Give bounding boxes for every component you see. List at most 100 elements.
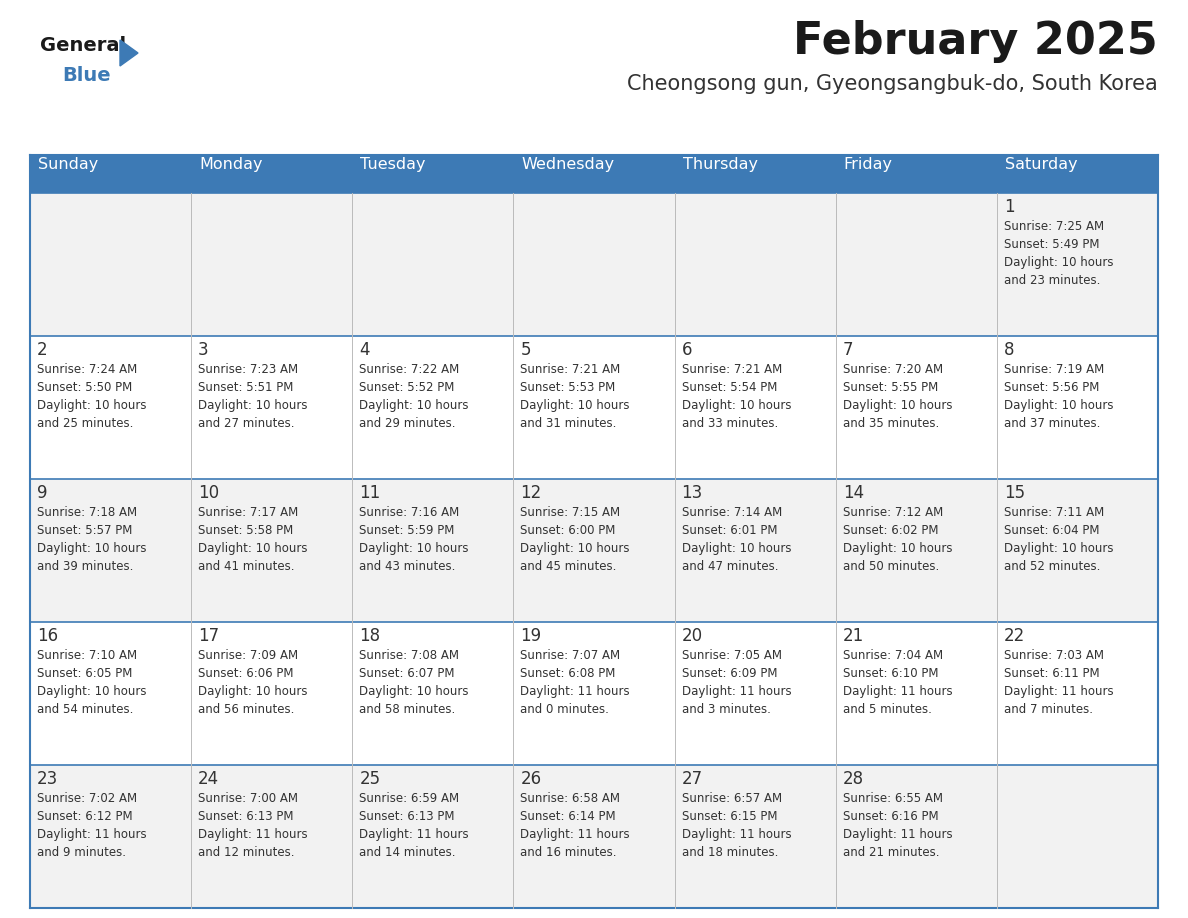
Text: 9: 9 xyxy=(37,484,48,502)
Text: and 54 minutes.: and 54 minutes. xyxy=(37,703,133,716)
Text: 11: 11 xyxy=(359,484,380,502)
Text: Wednesday: Wednesday xyxy=(522,157,614,172)
Text: Sunset: 6:01 PM: Sunset: 6:01 PM xyxy=(682,524,777,537)
Text: and 3 minutes.: and 3 minutes. xyxy=(682,703,771,716)
Text: and 56 minutes.: and 56 minutes. xyxy=(198,703,295,716)
Text: and 12 minutes.: and 12 minutes. xyxy=(198,846,295,859)
Text: Sunrise: 7:04 AM: Sunrise: 7:04 AM xyxy=(842,649,943,662)
Text: and 41 minutes.: and 41 minutes. xyxy=(198,560,295,573)
Text: 19: 19 xyxy=(520,627,542,645)
Text: Daylight: 10 hours: Daylight: 10 hours xyxy=(198,685,308,698)
Text: and 58 minutes.: and 58 minutes. xyxy=(359,703,455,716)
Text: Daylight: 11 hours: Daylight: 11 hours xyxy=(842,685,953,698)
Text: Sunset: 5:59 PM: Sunset: 5:59 PM xyxy=(359,524,455,537)
Text: Sunset: 6:13 PM: Sunset: 6:13 PM xyxy=(198,810,293,823)
Text: and 23 minutes.: and 23 minutes. xyxy=(1004,274,1100,287)
Text: 10: 10 xyxy=(198,484,220,502)
Text: Saturday: Saturday xyxy=(1005,157,1078,172)
Text: Daylight: 10 hours: Daylight: 10 hours xyxy=(359,542,469,555)
Text: 24: 24 xyxy=(198,770,220,788)
Text: Sunset: 6:13 PM: Sunset: 6:13 PM xyxy=(359,810,455,823)
Text: Sunrise: 7:22 AM: Sunrise: 7:22 AM xyxy=(359,363,460,376)
Text: Sunset: 6:08 PM: Sunset: 6:08 PM xyxy=(520,667,615,680)
Text: Sunset: 6:11 PM: Sunset: 6:11 PM xyxy=(1004,667,1099,680)
Text: Sunset: 5:52 PM: Sunset: 5:52 PM xyxy=(359,381,455,394)
Text: and 39 minutes.: and 39 minutes. xyxy=(37,560,133,573)
Text: and 21 minutes.: and 21 minutes. xyxy=(842,846,940,859)
Text: Sunrise: 7:18 AM: Sunrise: 7:18 AM xyxy=(37,506,137,519)
Text: Sunrise: 7:21 AM: Sunrise: 7:21 AM xyxy=(520,363,620,376)
Text: Sunrise: 7:03 AM: Sunrise: 7:03 AM xyxy=(1004,649,1104,662)
Text: Sunset: 6:15 PM: Sunset: 6:15 PM xyxy=(682,810,777,823)
Text: February 2025: February 2025 xyxy=(794,20,1158,63)
Text: and 52 minutes.: and 52 minutes. xyxy=(1004,560,1100,573)
Text: Daylight: 10 hours: Daylight: 10 hours xyxy=(682,399,791,412)
Text: Sunrise: 7:19 AM: Sunrise: 7:19 AM xyxy=(1004,363,1104,376)
Text: Sunrise: 6:59 AM: Sunrise: 6:59 AM xyxy=(359,792,460,805)
Text: Sunset: 5:51 PM: Sunset: 5:51 PM xyxy=(198,381,293,394)
Text: Monday: Monday xyxy=(200,157,263,172)
Text: 23: 23 xyxy=(37,770,58,788)
Text: 13: 13 xyxy=(682,484,703,502)
Text: Sunrise: 6:57 AM: Sunrise: 6:57 AM xyxy=(682,792,782,805)
Text: 28: 28 xyxy=(842,770,864,788)
Text: Daylight: 11 hours: Daylight: 11 hours xyxy=(1004,685,1113,698)
Text: and 29 minutes.: and 29 minutes. xyxy=(359,417,456,430)
Text: Sunset: 6:07 PM: Sunset: 6:07 PM xyxy=(359,667,455,680)
Text: Daylight: 11 hours: Daylight: 11 hours xyxy=(520,828,630,841)
Text: Daylight: 11 hours: Daylight: 11 hours xyxy=(842,828,953,841)
Text: Sunset: 6:09 PM: Sunset: 6:09 PM xyxy=(682,667,777,680)
Text: Blue: Blue xyxy=(62,66,110,85)
Text: and 27 minutes.: and 27 minutes. xyxy=(198,417,295,430)
Text: Sunset: 5:58 PM: Sunset: 5:58 PM xyxy=(198,524,293,537)
Text: 2: 2 xyxy=(37,341,48,359)
Text: Daylight: 11 hours: Daylight: 11 hours xyxy=(198,828,308,841)
Text: Sunrise: 6:58 AM: Sunrise: 6:58 AM xyxy=(520,792,620,805)
Text: Sunrise: 7:16 AM: Sunrise: 7:16 AM xyxy=(359,506,460,519)
Text: and 35 minutes.: and 35 minutes. xyxy=(842,417,939,430)
Text: 12: 12 xyxy=(520,484,542,502)
Text: Daylight: 10 hours: Daylight: 10 hours xyxy=(198,542,308,555)
Text: Sunrise: 7:17 AM: Sunrise: 7:17 AM xyxy=(198,506,298,519)
Text: Sunset: 5:53 PM: Sunset: 5:53 PM xyxy=(520,381,615,394)
Text: and 45 minutes.: and 45 minutes. xyxy=(520,560,617,573)
Text: and 25 minutes.: and 25 minutes. xyxy=(37,417,133,430)
Text: Sunday: Sunday xyxy=(38,157,99,172)
Text: and 9 minutes.: and 9 minutes. xyxy=(37,846,126,859)
Text: Sunrise: 7:12 AM: Sunrise: 7:12 AM xyxy=(842,506,943,519)
Text: and 7 minutes.: and 7 minutes. xyxy=(1004,703,1093,716)
Text: Sunrise: 7:09 AM: Sunrise: 7:09 AM xyxy=(198,649,298,662)
Text: Cheongsong gun, Gyeongsangbuk-do, South Korea: Cheongsong gun, Gyeongsangbuk-do, South … xyxy=(627,74,1158,94)
Text: Sunrise: 7:08 AM: Sunrise: 7:08 AM xyxy=(359,649,460,662)
Text: Daylight: 10 hours: Daylight: 10 hours xyxy=(198,399,308,412)
Text: 16: 16 xyxy=(37,627,58,645)
Text: 20: 20 xyxy=(682,627,702,645)
Text: Sunrise: 7:07 AM: Sunrise: 7:07 AM xyxy=(520,649,620,662)
Text: Sunset: 6:04 PM: Sunset: 6:04 PM xyxy=(1004,524,1099,537)
Text: Sunrise: 7:10 AM: Sunrise: 7:10 AM xyxy=(37,649,137,662)
Text: and 50 minutes.: and 50 minutes. xyxy=(842,560,939,573)
Text: Sunset: 6:00 PM: Sunset: 6:00 PM xyxy=(520,524,615,537)
Text: Sunset: 5:54 PM: Sunset: 5:54 PM xyxy=(682,381,777,394)
Text: Sunset: 5:50 PM: Sunset: 5:50 PM xyxy=(37,381,132,394)
Text: Sunrise: 7:25 AM: Sunrise: 7:25 AM xyxy=(1004,220,1104,233)
Text: 15: 15 xyxy=(1004,484,1025,502)
Text: and 33 minutes.: and 33 minutes. xyxy=(682,417,778,430)
Text: Daylight: 10 hours: Daylight: 10 hours xyxy=(842,399,953,412)
Text: and 43 minutes.: and 43 minutes. xyxy=(359,560,456,573)
Text: Sunset: 5:57 PM: Sunset: 5:57 PM xyxy=(37,524,132,537)
Text: 18: 18 xyxy=(359,627,380,645)
Text: Sunrise: 7:00 AM: Sunrise: 7:00 AM xyxy=(198,792,298,805)
Text: Daylight: 10 hours: Daylight: 10 hours xyxy=(37,542,146,555)
Text: Sunset: 5:55 PM: Sunset: 5:55 PM xyxy=(842,381,939,394)
Text: Sunrise: 6:55 AM: Sunrise: 6:55 AM xyxy=(842,792,943,805)
Text: Friday: Friday xyxy=(843,157,892,172)
Text: Sunrise: 7:11 AM: Sunrise: 7:11 AM xyxy=(1004,506,1104,519)
Text: Sunset: 6:06 PM: Sunset: 6:06 PM xyxy=(198,667,293,680)
Text: 22: 22 xyxy=(1004,627,1025,645)
Text: Sunset: 6:10 PM: Sunset: 6:10 PM xyxy=(842,667,939,680)
Text: Daylight: 10 hours: Daylight: 10 hours xyxy=(37,685,146,698)
Text: Daylight: 11 hours: Daylight: 11 hours xyxy=(682,685,791,698)
Text: and 5 minutes.: and 5 minutes. xyxy=(842,703,931,716)
Text: 1: 1 xyxy=(1004,198,1015,216)
